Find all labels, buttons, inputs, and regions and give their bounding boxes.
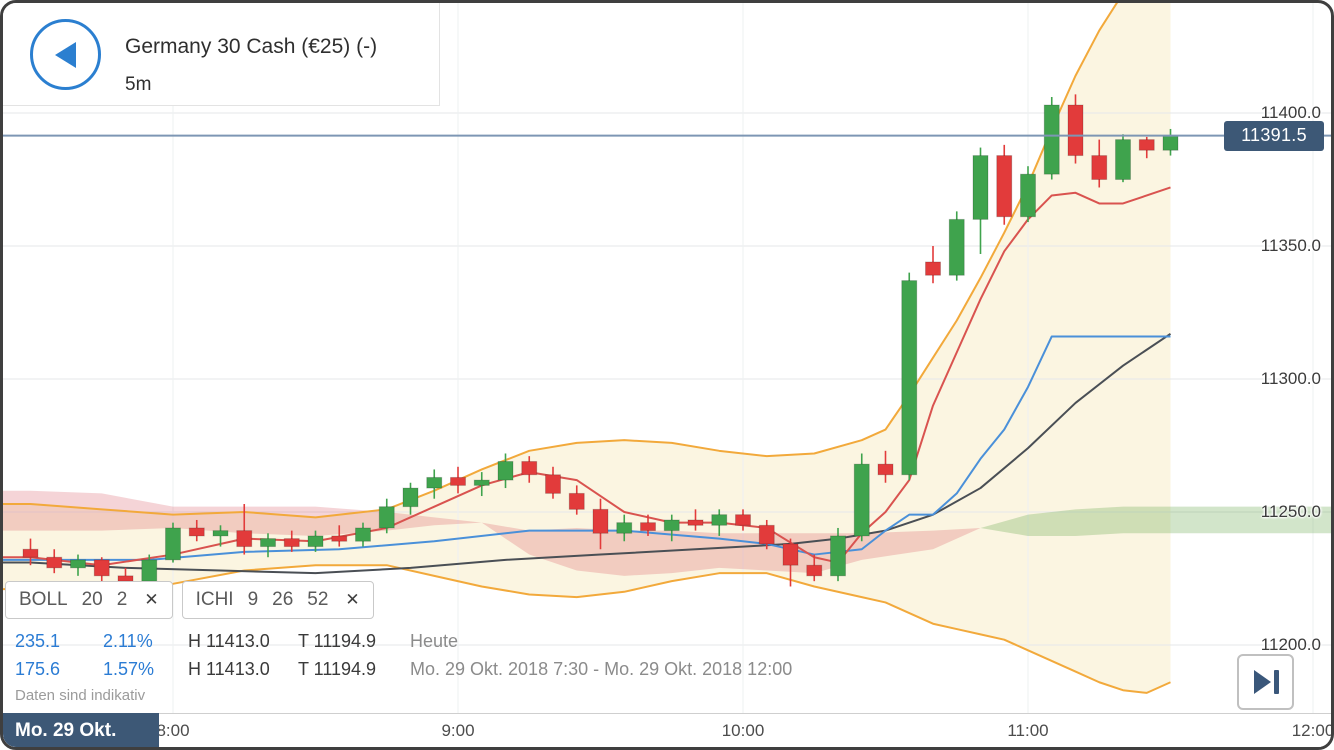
- stats-row-today: 235.1 2.11% H 11413.0 T 11194.9 Heute: [15, 627, 792, 655]
- candles: [22, 94, 1179, 590]
- stats-panel: 235.1 2.11% H 11413.0 T 11194.9 Heute 17…: [15, 627, 792, 683]
- high-value: H 11413.0: [188, 630, 270, 651]
- ichimoku-cloud-bearish-early: [3, 490, 482, 536]
- chart-header: Germany 30 Cash (€25) (-) 5m: [3, 3, 440, 106]
- chip-boll-param: 20: [81, 589, 103, 610]
- instrument-title: Germany 30 Cash (€25) (-): [125, 35, 378, 58]
- step-forward-icon: [1253, 670, 1279, 694]
- time-axis-label: 10:00: [721, 721, 765, 740]
- chip-ichi-close-icon[interactable]: ✕: [345, 590, 360, 609]
- playback-button[interactable]: [1237, 654, 1294, 710]
- period-label: Mo. 29 Okt. 2018 7:30 - Mo. 29 Okt. 2018…: [410, 658, 793, 679]
- chip-boll[interactable]: BOLL 20 2 ✕: [5, 581, 173, 619]
- low-value: T 11194.9: [298, 658, 377, 679]
- indicator-chips: BOLL 20 2 ✕ ICHI 9 26 52 ✕: [5, 581, 374, 619]
- period-label: Heute: [410, 630, 459, 651]
- disclaimer-text: Daten sind indikativ: [15, 687, 146, 704]
- time-axis-label: 12:00: [1291, 721, 1334, 740]
- ichimoku-baseline: [3, 332, 1172, 575]
- back-button[interactable]: [30, 19, 101, 90]
- current-price-badge: 11391.5: [1224, 120, 1324, 151]
- back-arrow-icon: [54, 41, 76, 68]
- date-badge: Mo. 29 Okt.: [3, 713, 159, 747]
- chip-ichi-param: 26: [272, 589, 294, 610]
- time-axis-label: 8:00: [156, 721, 190, 740]
- chip-ichi-name: ICHI: [195, 589, 234, 610]
- change-percent: 1.57%: [103, 658, 155, 679]
- high-value: H 11413.0: [188, 658, 270, 679]
- change-value: 235.1: [15, 630, 61, 651]
- change-percent: 2.11%: [103, 630, 153, 651]
- chip-boll-param: 2: [116, 589, 128, 610]
- stats-row-session: 175.6 1.57% H 11413.0 T 11194.9 Mo. 29 O…: [15, 655, 792, 683]
- time-axis-label: 9:00: [441, 721, 475, 740]
- chip-ichi-param: 9: [247, 589, 259, 610]
- chip-boll-close-icon[interactable]: ✕: [144, 590, 159, 609]
- time-axis-label: 11:00: [1007, 721, 1049, 740]
- bollinger-band-fill: [3, 3, 1171, 693]
- price-chart-canvas[interactable]: [3, 3, 1334, 750]
- ichimoku-cloud-bullish-projected: [980, 506, 1331, 536]
- low-value: T 11194.9: [298, 630, 377, 651]
- chip-ichi-param: 52: [307, 589, 329, 610]
- timeframe-label: 5m: [125, 74, 152, 95]
- chip-boll-name: BOLL: [19, 589, 68, 610]
- chip-ichi[interactable]: ICHI 9 26 52 ✕: [181, 581, 374, 619]
- change-value: 175.6: [15, 658, 61, 679]
- time-axis: Mo. 29 Okt. 8:00 9:00 10:00 11:00 12:00: [3, 713, 1331, 747]
